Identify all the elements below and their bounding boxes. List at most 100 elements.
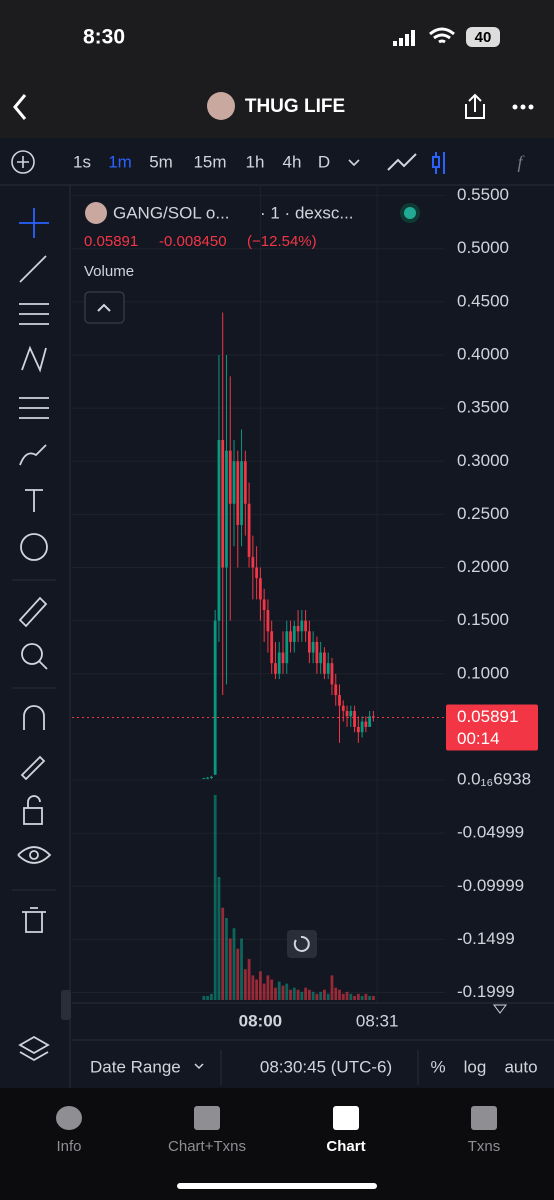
scale-option[interactable]: auto bbox=[504, 1057, 537, 1076]
line-style[interactable] bbox=[387, 153, 417, 171]
volume-bar bbox=[243, 969, 247, 1000]
interval[interactable]: 1h bbox=[246, 152, 265, 171]
candle-body bbox=[217, 440, 221, 621]
volume-bar bbox=[372, 995, 375, 1000]
candle-body bbox=[372, 716, 375, 718]
interval[interactable]: 5m bbox=[149, 152, 173, 171]
candle-body bbox=[243, 461, 247, 504]
candle-body bbox=[210, 776, 213, 778]
candle-body bbox=[236, 461, 240, 526]
collapse-button[interactable] bbox=[84, 291, 125, 324]
volume-bar bbox=[349, 993, 353, 1000]
candle-body bbox=[202, 777, 206, 779]
indicators[interactable]: f bbox=[517, 152, 525, 172]
tab-label[interactable]: Txns bbox=[468, 1138, 501, 1155]
interval[interactable]: 1m bbox=[108, 152, 132, 171]
volume-bar bbox=[326, 993, 330, 1000]
candle-body bbox=[296, 625, 300, 632]
tab-icon[interactable] bbox=[194, 1106, 220, 1130]
more-button[interactable] bbox=[512, 104, 534, 110]
reset-button[interactable] bbox=[287, 930, 317, 958]
volume-label: Volume bbox=[84, 263, 134, 280]
tab-bar bbox=[0, 1088, 554, 1200]
interval[interactable]: 4h bbox=[283, 152, 302, 171]
volume-bar bbox=[281, 985, 285, 1000]
y-tick-label: 0.1000 bbox=[457, 663, 509, 682]
volume-bar bbox=[368, 995, 372, 1000]
tab-label[interactable]: Chart+Txns bbox=[168, 1138, 246, 1155]
volume-bar bbox=[258, 971, 262, 1000]
date-range[interactable]: Date Range bbox=[90, 1057, 181, 1076]
legend-change: -0.008450 bbox=[159, 233, 227, 250]
tab-icon[interactable] bbox=[333, 1106, 359, 1130]
legend-symbol: GANG/SOL o... bbox=[113, 203, 230, 222]
scale-option[interactable]: % bbox=[430, 1057, 445, 1076]
candle-body bbox=[289, 631, 292, 642]
clock: 8:30 bbox=[83, 26, 125, 49]
volume-bar bbox=[206, 995, 210, 1000]
interval[interactable]: D bbox=[318, 152, 330, 171]
share-button[interactable] bbox=[465, 93, 485, 119]
candle-body bbox=[206, 777, 210, 779]
settings[interactable] bbox=[493, 1004, 507, 1014]
x-tick-label: 08:00 bbox=[239, 1011, 282, 1030]
volume-bar bbox=[341, 993, 345, 1000]
y-tick-label: 0.4000 bbox=[457, 344, 509, 363]
y-tick-label: 0.2000 bbox=[457, 557, 509, 576]
sidebar-toggle[interactable] bbox=[61, 990, 71, 1020]
candle-body bbox=[213, 620, 217, 775]
drawing-tools[interactable] bbox=[17, 208, 52, 1062]
scale-option[interactable]: log bbox=[464, 1057, 487, 1076]
tab-icon[interactable] bbox=[56, 1106, 82, 1130]
candle-body bbox=[315, 641, 319, 664]
candle-body bbox=[360, 721, 364, 733]
volume-bar bbox=[232, 928, 236, 1000]
y-tick-label: 0.0₁₆6938 bbox=[457, 770, 531, 789]
volume-bar bbox=[307, 989, 311, 1000]
tab-label[interactable]: Info bbox=[56, 1138, 81, 1155]
candle-body bbox=[251, 556, 255, 568]
y-tick-label: 0.3000 bbox=[457, 451, 509, 470]
volume-bar bbox=[285, 983, 289, 1000]
candle-body bbox=[304, 620, 307, 632]
battery bbox=[466, 27, 500, 47]
volume-bar bbox=[296, 989, 300, 1000]
interval[interactable]: 15m bbox=[193, 152, 226, 171]
volume-bar bbox=[360, 995, 364, 1000]
back-button[interactable] bbox=[13, 94, 27, 120]
y-tick-label: 0.4500 bbox=[457, 291, 509, 310]
candle-body bbox=[277, 652, 281, 674]
tab-icon[interactable] bbox=[471, 1106, 497, 1130]
candle-body bbox=[240, 461, 243, 526]
y-tick-label: 0.3500 bbox=[457, 398, 509, 417]
volume-bar bbox=[323, 989, 326, 1000]
volume-bar bbox=[292, 987, 296, 1000]
interval[interactable]: 1s bbox=[73, 152, 91, 171]
add-indicator[interactable] bbox=[11, 150, 35, 174]
candle-body bbox=[319, 652, 323, 664]
candle-body bbox=[341, 705, 345, 711]
volume-bar bbox=[221, 907, 225, 1000]
legend-avatar bbox=[85, 202, 107, 224]
y-tick-label: -0.09999 bbox=[457, 876, 524, 895]
candle-body bbox=[330, 663, 334, 685]
last-price-box bbox=[446, 704, 538, 751]
candle-body bbox=[262, 599, 266, 611]
top-bg bbox=[0, 0, 554, 138]
volume-bar bbox=[338, 989, 341, 1000]
y-tick-label: 0.1500 bbox=[457, 610, 509, 629]
volume-bar bbox=[356, 993, 360, 1000]
candle-body bbox=[334, 684, 338, 696]
candle-body bbox=[232, 461, 236, 504]
plus bbox=[17, 156, 29, 168]
legend-source: · 1 · dexsc... bbox=[260, 203, 354, 222]
candle-body bbox=[300, 620, 304, 632]
volume-bar bbox=[228, 938, 232, 1000]
candle-body bbox=[364, 721, 368, 727]
token-avatar bbox=[207, 92, 235, 120]
interval-caret[interactable] bbox=[348, 159, 360, 167]
tab-label[interactable]: Chart bbox=[326, 1138, 365, 1155]
footer-time: 08:30:45 (UTC-6) bbox=[260, 1057, 392, 1076]
candle-body bbox=[307, 631, 311, 653]
